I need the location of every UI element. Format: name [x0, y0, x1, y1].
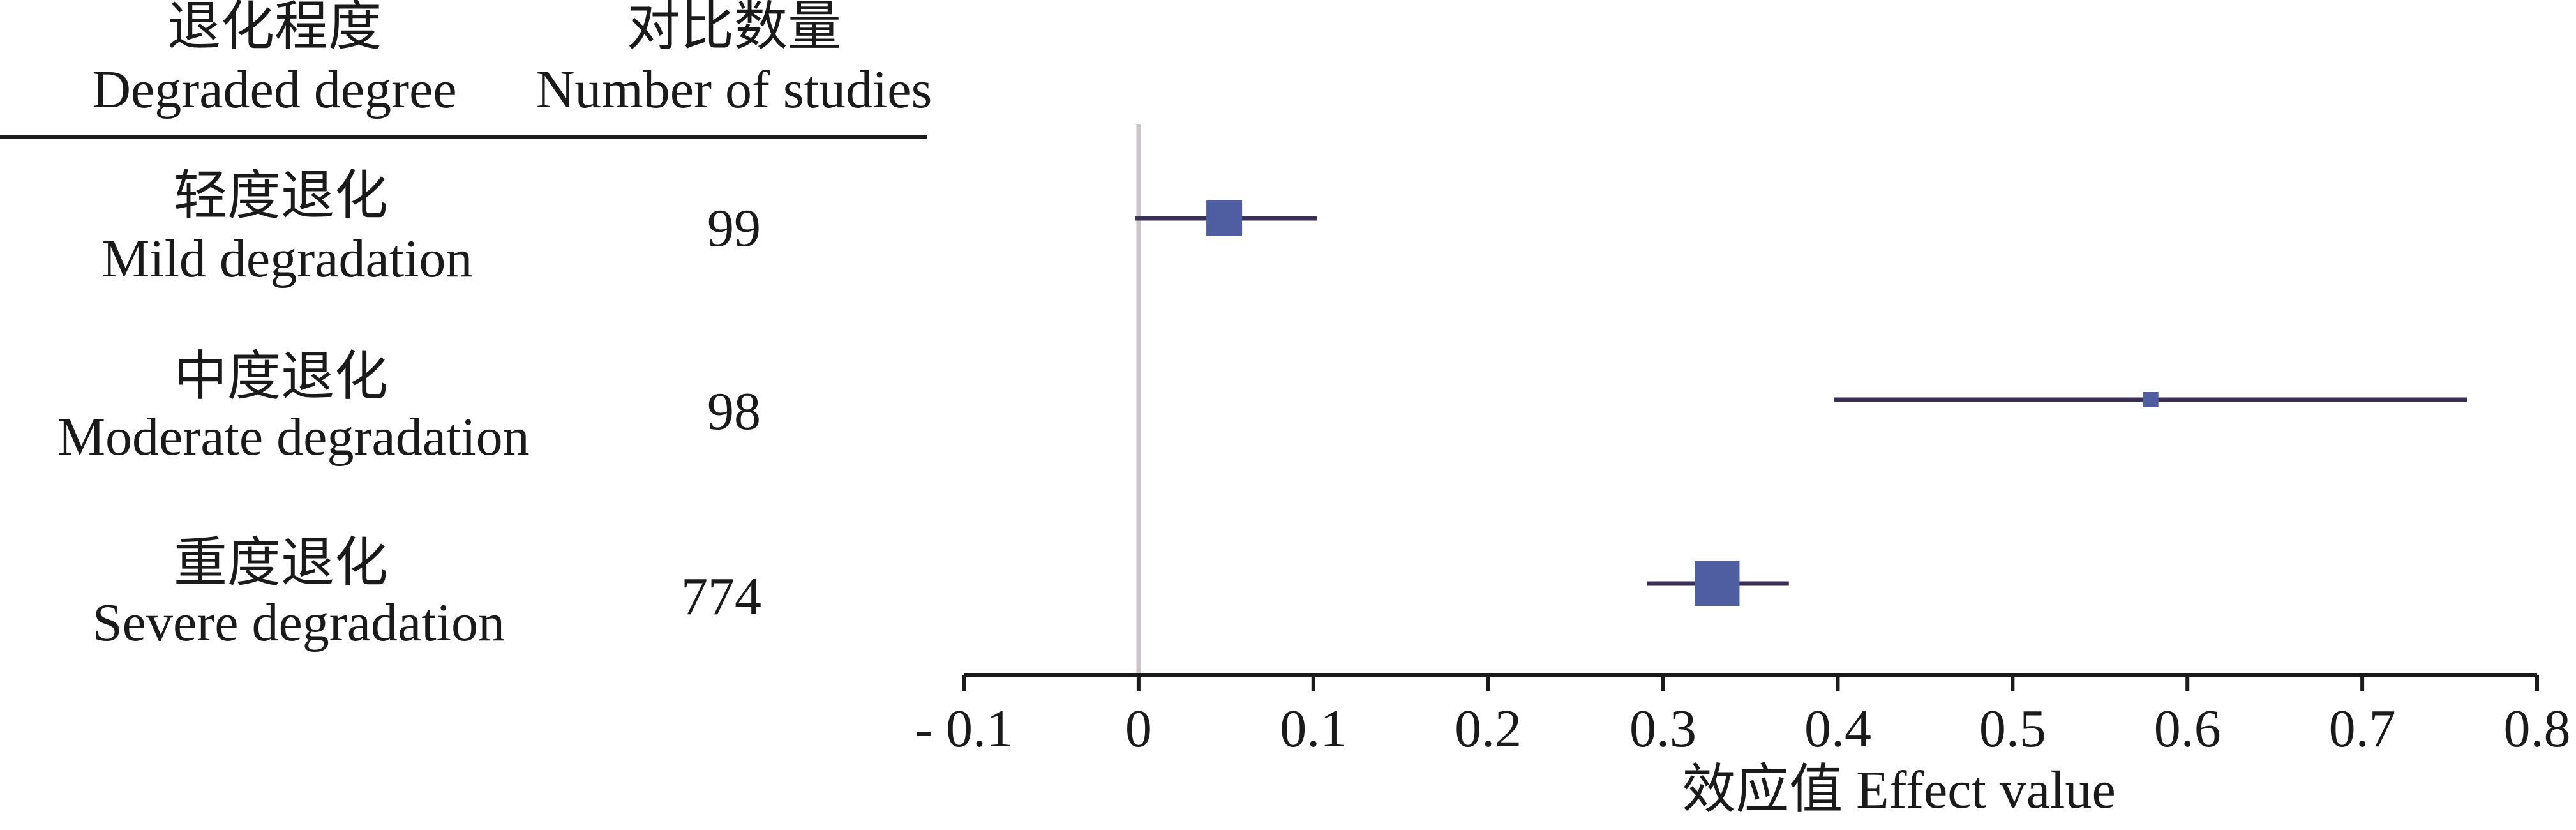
row-n: 774: [681, 567, 761, 626]
header-group-en: Degraded degree: [92, 60, 456, 119]
x-tick-label: 0.2: [1455, 699, 1522, 758]
x-tick-label: 0.7: [2329, 699, 2396, 758]
header-n-en: Number of studies: [536, 60, 932, 119]
row-label-en: Moderate degradation: [57, 407, 529, 467]
row-n: 98: [707, 382, 761, 441]
x-tick-label: - 0.1: [915, 699, 1013, 758]
x-tick-label: 0.1: [1280, 699, 1347, 758]
header-group-cn: 退化程度: [167, 0, 382, 57]
effect-marker: [2143, 392, 2159, 407]
x-tick-label: 0.6: [2154, 699, 2221, 758]
row-label-cn: 中度退化: [174, 347, 388, 407]
x-tick-label: 0.4: [1804, 699, 1871, 758]
row-label-en: Severe degradation: [93, 593, 505, 653]
row-n: 99: [707, 199, 761, 258]
header-n-cn: 对比数量: [627, 0, 841, 57]
x-tick-label: 0.3: [1629, 699, 1696, 758]
x-tick-label: 0.5: [1979, 699, 2046, 758]
x-axis: - 0.1 0 0.1 0.2 0.3 0.4 0.5 0.6 0.7 0.8: [915, 673, 2571, 758]
row-label-cn: 轻度退化: [174, 167, 388, 226]
x-tick-label: 0: [1125, 699, 1152, 758]
effect-marker: [1206, 200, 1243, 236]
row-label-cn: 重度退化: [174, 534, 388, 593]
effect-marker: [1695, 561, 1740, 606]
x-axis-title: 效应值 Effect value: [1682, 760, 2116, 820]
x-tick-label: 0.8: [2504, 699, 2571, 758]
effect-marks: [1135, 200, 2467, 606]
row-label-en: Mild degradation: [102, 229, 473, 289]
